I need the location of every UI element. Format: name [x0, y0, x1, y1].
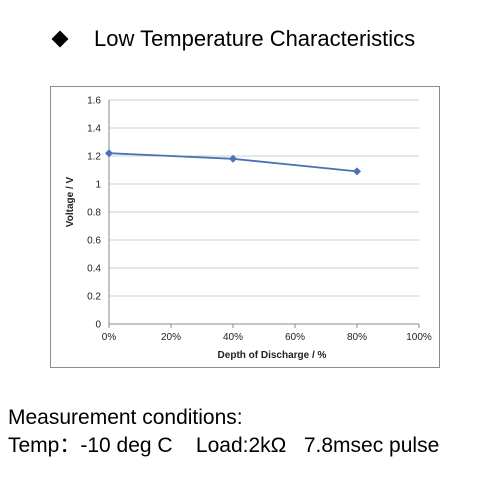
- y-tick-label: 0.6: [87, 236, 101, 247]
- conditions-title: Measurement conditions:: [8, 406, 243, 429]
- y-tick-label: 0.8: [87, 208, 101, 219]
- y-tick-label: 1: [95, 180, 101, 191]
- data-point-marker: [105, 149, 113, 158]
- y-tick-label: 0.4: [87, 264, 101, 275]
- x-tick-label: 40%: [223, 332, 243, 343]
- measurement-conditions: Measurement conditions: Temp：-10 deg C L…: [8, 404, 439, 460]
- x-tick-label: 80%: [347, 332, 367, 343]
- y-tick-label: 1.6: [87, 96, 101, 107]
- y-tick-label: 0.2: [87, 292, 101, 303]
- line-chart: 0 0.2 0.4 0.6 0.8 1 1.2 1.4 1.6 0% 20% 40% 60% 80% 100…: [65, 96, 432, 362]
- x-axis-title: Depth of Discharge / %: [218, 350, 327, 361]
- x-tick-label: 0%: [102, 332, 117, 343]
- chart-frame: 0 0.2 0.4 0.6 0.8 1 1.2 1.4 1.6 0% 20% 40% 60% 80% 100…: [50, 86, 440, 368]
- conditions-details: Temp：-10 deg C Load:2kΩ 7.8msec pulse: [8, 434, 440, 457]
- y-axis-title: Voltage / V: [65, 176, 76, 227]
- data-point-marker: [353, 167, 361, 176]
- x-tick-label: 100%: [406, 332, 432, 343]
- y-tick-label: 1.2: [87, 152, 101, 163]
- y-tick-label: 1.4: [87, 124, 101, 135]
- chart-heading: Low Temperature Characteristics: [50, 24, 415, 54]
- y-tick-label: 0: [95, 320, 101, 331]
- x-tick-label: 20%: [161, 332, 181, 343]
- data-point-marker: [229, 154, 237, 163]
- x-tick-label: 60%: [285, 332, 305, 343]
- diamond-bullet-icon: [51, 30, 69, 48]
- heading-text: Low Temperature Characteristics: [94, 26, 416, 51]
